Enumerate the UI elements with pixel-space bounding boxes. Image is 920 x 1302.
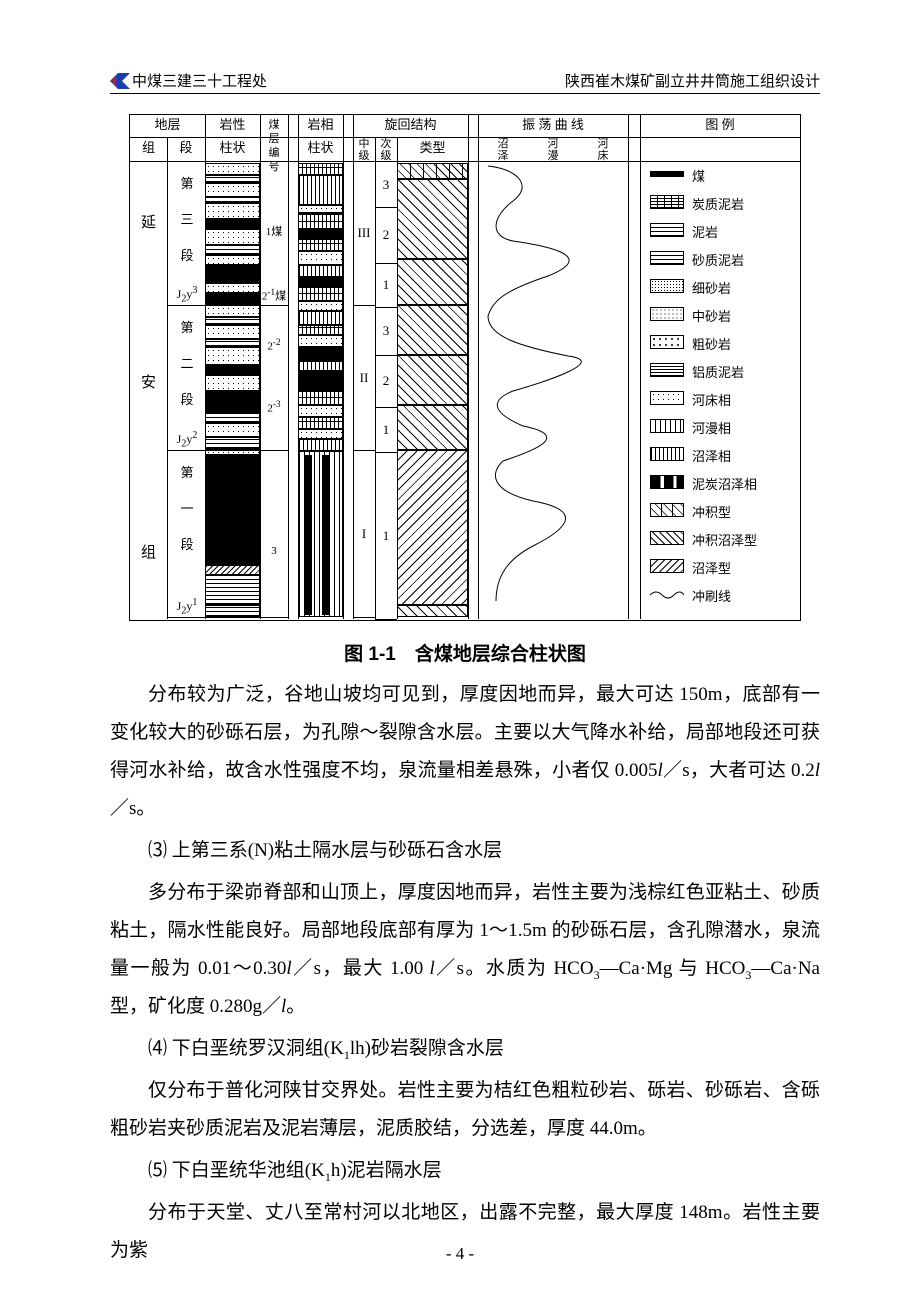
body-text: 分布较为广泛，谷地山坡均可见到，厚度因地而异，最大可达 150m，底部有一变化较…: [110, 676, 820, 1270]
paragraph: ⑸ 下白垩统华池组(K1h)泥岩隔水层: [110, 1152, 820, 1190]
page-number: - 4 -: [0, 1244, 920, 1264]
paragraph: 仅分布于普化河陕甘交界处。岩性主要为桔红色粗粒砂岩、砾岩、砂砾岩、含砾粗砂岩夹砂…: [110, 1072, 820, 1148]
paragraph: 分布较为广泛，谷地山坡均可见到，厚度因地而异，最大可达 150m，底部有一变化较…: [110, 676, 820, 828]
paragraph: ⑶ 上第三系(N)粘土隔水层与砂砾石含水层: [110, 832, 820, 870]
header-left-text: 中煤三建三十工程处: [132, 70, 267, 91]
paragraph: ⑷ 下白垩统罗汉洞组(K1lh)砂岩裂隙含水层: [110, 1030, 820, 1068]
paragraph: 多分布于梁峁脊部和山顶上，厚度因地而异，岩性主要为浅棕红色亚粘土、砂质粘土，隔水…: [110, 874, 820, 1026]
page-header: 中煤三建三十工程处 陕西崔木煤矿副立井井筒施工组织设计: [110, 70, 820, 94]
logo-icon: [110, 73, 130, 89]
strat-column-figure: 地层岩性煤层编号岩相旋回结构振 荡 曲 线图 例组段柱状柱状中级次级类型沼泽河漫…: [129, 114, 801, 621]
figure-caption: 图 1-1 含煤地层综合柱状图: [110, 639, 820, 666]
header-left: 中煤三建三十工程处: [110, 70, 267, 91]
header-right-text: 陕西崔木煤矿副立井井筒施工组织设计: [565, 70, 820, 91]
